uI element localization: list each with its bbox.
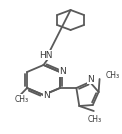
Text: N: N [59, 68, 66, 77]
Text: CH₃: CH₃ [15, 94, 29, 103]
Text: CH₃: CH₃ [88, 114, 102, 124]
Text: N: N [43, 90, 50, 100]
Text: N: N [87, 75, 94, 83]
Text: HN: HN [39, 51, 52, 59]
Text: CH₃: CH₃ [105, 72, 120, 81]
